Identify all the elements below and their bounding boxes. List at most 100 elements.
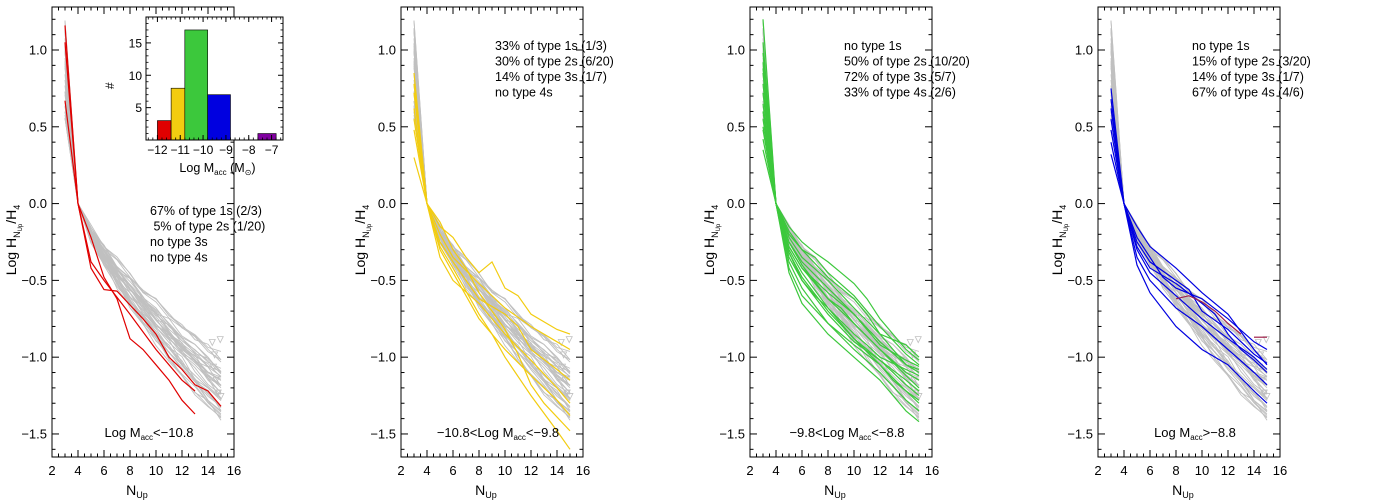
y-tick-label: −1.5: [1067, 426, 1093, 441]
series-line: [413, 157, 571, 432]
inset-x-tick-label: −10: [193, 143, 214, 157]
x-tick-label: 2: [397, 463, 404, 478]
annotation-line: 14% of type 3s (1/7): [1192, 70, 1304, 84]
upper-limit-marker: [216, 336, 224, 344]
x-tick-label: 16: [227, 463, 241, 478]
x-tick-label: 8: [1172, 463, 1179, 478]
background-curve: [1110, 117, 1268, 399]
x-axis-label: NUp: [1172, 482, 1194, 500]
highlight-curves: [413, 72, 571, 450]
annotation-line: 14% of type 3s (1/7): [495, 70, 607, 84]
x-tick-label: 6: [100, 463, 107, 478]
y-axis-label: Log HNUp/H4: [3, 205, 24, 276]
background-curve: [413, 94, 571, 418]
x-tick-label: 8: [824, 463, 831, 478]
upper-limit-marker: [212, 376, 220, 385]
y-tick-label: 1.0: [1075, 43, 1093, 58]
y-tick-label: −1.5: [21, 426, 47, 441]
highlight-curves: [1110, 88, 1268, 404]
x-tick-label: 14: [201, 463, 215, 478]
inset-y-axis-label: #: [103, 82, 117, 89]
annotation-line: no type 1s: [844, 39, 902, 53]
series-line: [762, 68, 920, 401]
highlight-curves: [762, 19, 920, 423]
annotation-line: no type 4s: [150, 251, 208, 265]
series-line: [413, 108, 571, 416]
x-tick-label: 2: [1094, 463, 1101, 478]
annotation-line: no type 1s: [1192, 39, 1250, 53]
series-line: [64, 42, 222, 407]
x-tick-label: 16: [925, 463, 939, 478]
annotation-line: 5% of type 2s (1/20): [150, 220, 265, 234]
y-tick-label: −1.0: [370, 350, 396, 365]
y-axis-label: Log HNUp/H4: [352, 205, 373, 276]
x-tick-label: 4: [1120, 463, 1127, 478]
background-curves: [413, 20, 574, 421]
background-curve: [64, 20, 222, 360]
background-curve: [413, 114, 571, 387]
panel-4: 2 4 6 8 10 12 14 16 1.0 0.5 0.0 −0.5 −1.0 −1.5 NUp Log …: [1049, 6, 1311, 500]
background-curve: [413, 117, 571, 399]
x-tick-label: 8: [475, 463, 482, 478]
inset-histogram: −12 −11 −10 −9 −8 −7 5 10 15 # Log Macc (M⊙): [103, 16, 284, 177]
y-tick-label: −1.0: [719, 350, 745, 365]
annotation-line: 30% of type 2s (6/20): [495, 55, 614, 69]
series-line: [762, 83, 920, 361]
upper-limit-marker: [565, 336, 573, 344]
x-tick-label: 12: [1221, 463, 1235, 478]
x-axis-label: NUp: [126, 482, 148, 500]
x-tick-label: 4: [772, 463, 779, 478]
y-tick-label: 0.5: [1075, 119, 1093, 134]
y-tick-label: 1.0: [29, 43, 47, 58]
y-tick-label: −1.5: [370, 426, 396, 441]
background-curve: [762, 20, 920, 360]
y-tick-label: 0.5: [727, 119, 745, 134]
y-axis-label: Log HNUp/H4: [701, 205, 722, 276]
inset-y-tick-label: 15: [129, 36, 143, 50]
y-tick-label: −0.5: [719, 273, 745, 288]
highlight-curves: [64, 25, 222, 415]
y-tick-label: 1.0: [727, 43, 745, 58]
y-tick-label: 0.0: [1075, 196, 1093, 211]
x-tick-label: 12: [175, 463, 189, 478]
y-tick-label: −1.0: [21, 350, 47, 365]
series-line: [762, 129, 920, 358]
series-line: [413, 129, 571, 404]
x-tick-label: 16: [1273, 463, 1287, 478]
histogram-bar: [157, 120, 172, 141]
upper-limit-marker: [1263, 393, 1271, 401]
annotation-line: 33% of type 4s (2/6): [844, 86, 956, 100]
histogram-bar: [170, 87, 186, 141]
x-tick-label: 14: [550, 463, 564, 478]
series-line: [762, 138, 920, 404]
series-line: [413, 119, 571, 335]
series-line: [1110, 129, 1268, 366]
inset-y-tick-label: 5: [135, 101, 142, 115]
background-curve: [1110, 31, 1268, 416]
background-curve: [413, 118, 571, 402]
series-line: [762, 126, 920, 367]
background-curve: [64, 65, 222, 409]
accretion-bin-label: Log Macc<−10.8: [104, 425, 193, 442]
inset-y-tick-label: 10: [129, 69, 143, 83]
x-tick-label: 10: [1195, 463, 1209, 478]
y-tick-label: 0.5: [378, 119, 396, 134]
y-tick-label: −1.5: [719, 426, 745, 441]
accretion-bin-label: −10.8<Log Macc<−9.8: [437, 425, 559, 442]
upper-limit-marker: [217, 393, 225, 401]
upper-limit-marker: [557, 339, 565, 347]
upper-limit-marker: [209, 363, 218, 372]
annotation-line: 15% of type 2s (3/20): [1192, 55, 1311, 69]
series-line: [1110, 142, 1268, 404]
accretion-bin-label: −9.8<Log Macc<−8.8: [789, 425, 904, 442]
x-tick-label: 14: [899, 463, 913, 478]
x-tick-label: 4: [74, 463, 81, 478]
y-tick-label: 0.0: [378, 196, 396, 211]
annotation-line: 67% of type 4s (4/6): [1192, 86, 1304, 100]
series-line: [1110, 154, 1268, 373]
series-line: [413, 83, 571, 381]
upper-limit-marker: [558, 363, 567, 372]
x-tick-label: 10: [847, 463, 861, 478]
inset-x-tick-label: −7: [265, 143, 279, 157]
y-tick-label: 0.0: [29, 196, 47, 211]
